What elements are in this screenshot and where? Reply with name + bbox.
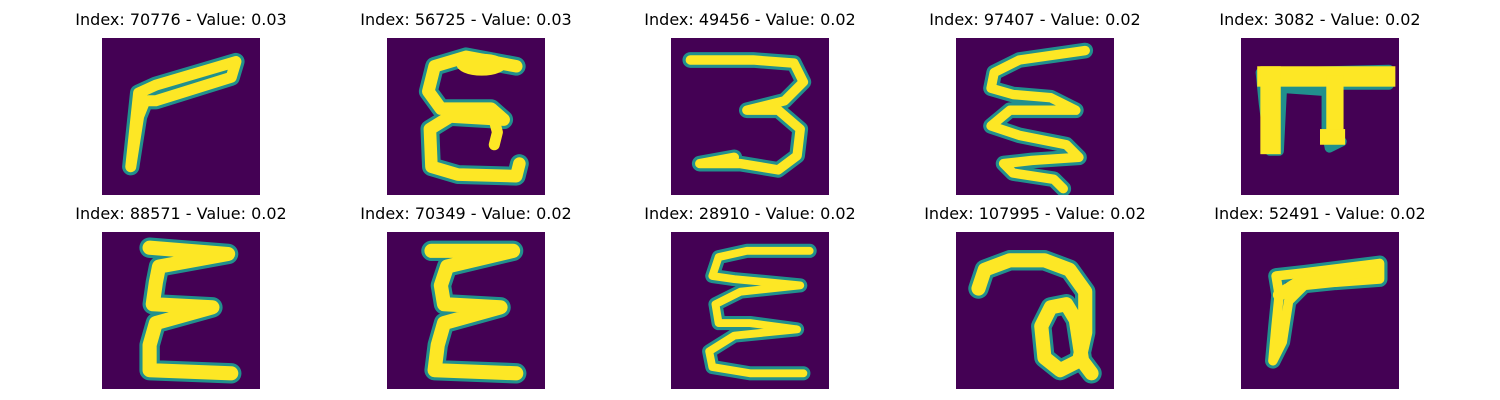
panel-3: Index: 49456 - Value: 0.02 <box>605 10 895 196</box>
digit-image <box>387 38 545 195</box>
panel-title: Index: 49456 - Value: 0.02 <box>605 10 895 30</box>
handwritten-glyph <box>671 232 829 389</box>
panel-10: Index: 52491 - Value: 0.02 <box>1175 204 1465 390</box>
panel-title: Index: 3082 - Value: 0.02 <box>1175 10 1465 30</box>
panel-2: Index: 56725 - Value: 0.03 <box>321 10 611 196</box>
digit-image <box>387 232 545 389</box>
handwritten-glyph <box>102 38 260 195</box>
panel-title: Index: 88571 - Value: 0.02 <box>36 204 326 224</box>
panel-5: Index: 3082 - Value: 0.02 <box>1175 10 1465 196</box>
panel-9: Index: 107995 - Value: 0.02 <box>890 204 1180 390</box>
panel-1: Index: 70776 - Value: 0.03 <box>36 10 326 196</box>
panel-8: Index: 28910 - Value: 0.02 <box>605 204 895 390</box>
panel-title: Index: 52491 - Value: 0.02 <box>1175 204 1465 224</box>
handwritten-glyph <box>102 232 260 389</box>
digit-image <box>956 38 1114 195</box>
panel-title: Index: 70349 - Value: 0.02 <box>321 204 611 224</box>
panel-title: Index: 107995 - Value: 0.02 <box>890 204 1180 224</box>
digit-image <box>102 38 260 195</box>
handwritten-glyph <box>1241 38 1399 195</box>
handwritten-glyph <box>387 232 545 389</box>
panel-title: Index: 97407 - Value: 0.02 <box>890 10 1180 30</box>
panel-title: Index: 56725 - Value: 0.03 <box>321 10 611 30</box>
digit-image <box>956 232 1114 389</box>
digit-image <box>102 232 260 389</box>
digit-image <box>1241 232 1399 389</box>
digit-image <box>1241 38 1399 195</box>
handwritten-glyph <box>671 38 829 195</box>
panel-title: Index: 70776 - Value: 0.03 <box>36 10 326 30</box>
panel-title: Index: 28910 - Value: 0.02 <box>605 204 895 224</box>
handwritten-glyph <box>387 38 545 195</box>
panel-7: Index: 70349 - Value: 0.02 <box>321 204 611 390</box>
panel-4: Index: 97407 - Value: 0.02 <box>890 10 1180 196</box>
handwritten-glyph <box>1241 232 1399 389</box>
handwritten-glyph <box>956 232 1114 389</box>
digit-image <box>671 38 829 195</box>
panel-6: Index: 88571 - Value: 0.02 <box>36 204 326 390</box>
handwritten-glyph <box>956 38 1114 195</box>
digit-image <box>671 232 829 389</box>
